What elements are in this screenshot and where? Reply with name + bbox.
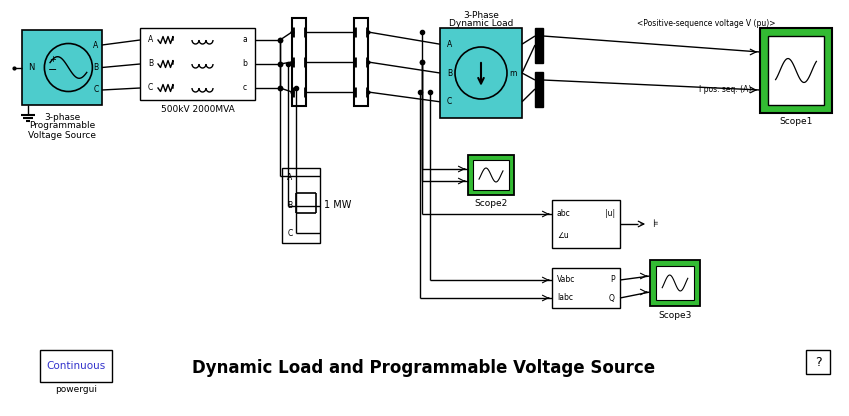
Text: Continuous: Continuous	[47, 361, 105, 371]
Text: P: P	[610, 275, 615, 285]
Bar	[140, 28, 255, 100]
Text: I pos. seq. (A): I pos. seq. (A)	[699, 85, 751, 94]
Text: Vabc: Vabc	[557, 275, 576, 285]
Text: C: C	[93, 86, 98, 94]
Text: A: A	[148, 35, 154, 45]
Bar	[650, 260, 700, 306]
Bar	[468, 155, 514, 195]
Text: +: +	[49, 55, 56, 64]
Bar	[22, 30, 102, 105]
Text: Programmable: Programmable	[29, 121, 95, 131]
Text: <Positive-sequence voltage V (pu)>: <Positive-sequence voltage V (pu)>	[638, 18, 776, 27]
Text: ?: ?	[815, 356, 821, 369]
Text: B: B	[447, 69, 453, 77]
Text: C: C	[148, 84, 154, 92]
Text: 3-phase: 3-phase	[44, 112, 80, 121]
Text: A: A	[287, 173, 293, 183]
Bar	[806, 350, 830, 374]
Text: Iabc: Iabc	[557, 294, 573, 302]
Bar	[535, 72, 543, 107]
Text: N: N	[28, 63, 34, 72]
Text: B: B	[93, 63, 98, 72]
Text: Scope2: Scope2	[475, 198, 508, 208]
Text: m: m	[509, 69, 517, 77]
Text: A: A	[447, 40, 453, 49]
Text: Voltage Source: Voltage Source	[28, 131, 96, 139]
Text: 500kV 2000MVA: 500kV 2000MVA	[160, 104, 234, 114]
Text: powergui: powergui	[55, 384, 97, 394]
Bar	[292, 18, 306, 106]
Text: abc: abc	[557, 210, 571, 218]
Text: 1 MW: 1 MW	[324, 201, 351, 210]
Bar	[552, 268, 620, 308]
Bar	[760, 28, 832, 113]
Text: B: B	[288, 201, 293, 210]
Text: ∠u: ∠u	[557, 230, 569, 240]
Text: Dynamic Load: Dynamic Load	[449, 20, 513, 29]
Text: 3-Phase: 3-Phase	[463, 12, 499, 20]
Bar	[552, 200, 620, 248]
Bar	[40, 350, 112, 382]
Text: Q: Q	[609, 294, 615, 302]
Text: C: C	[447, 97, 453, 106]
Bar	[656, 266, 694, 300]
Text: B: B	[148, 59, 153, 69]
Text: A: A	[93, 40, 98, 50]
Text: a: a	[242, 35, 247, 45]
Bar	[354, 18, 368, 106]
Bar	[440, 28, 522, 118]
Bar	[282, 168, 320, 243]
Bar	[535, 28, 543, 63]
Text: −: −	[48, 65, 57, 75]
Text: b: b	[242, 59, 247, 69]
Text: Dynamic Load and Programmable Voltage Source: Dynamic Load and Programmable Voltage So…	[193, 359, 655, 377]
Text: c: c	[243, 84, 247, 92]
Text: |u|: |u|	[604, 210, 615, 218]
Text: Scope3: Scope3	[658, 310, 692, 319]
Bar	[768, 36, 824, 105]
Text: C: C	[287, 228, 293, 238]
Text: ⊧: ⊧	[652, 219, 658, 229]
Bar	[473, 160, 509, 190]
Text: Scope1: Scope1	[779, 117, 812, 126]
